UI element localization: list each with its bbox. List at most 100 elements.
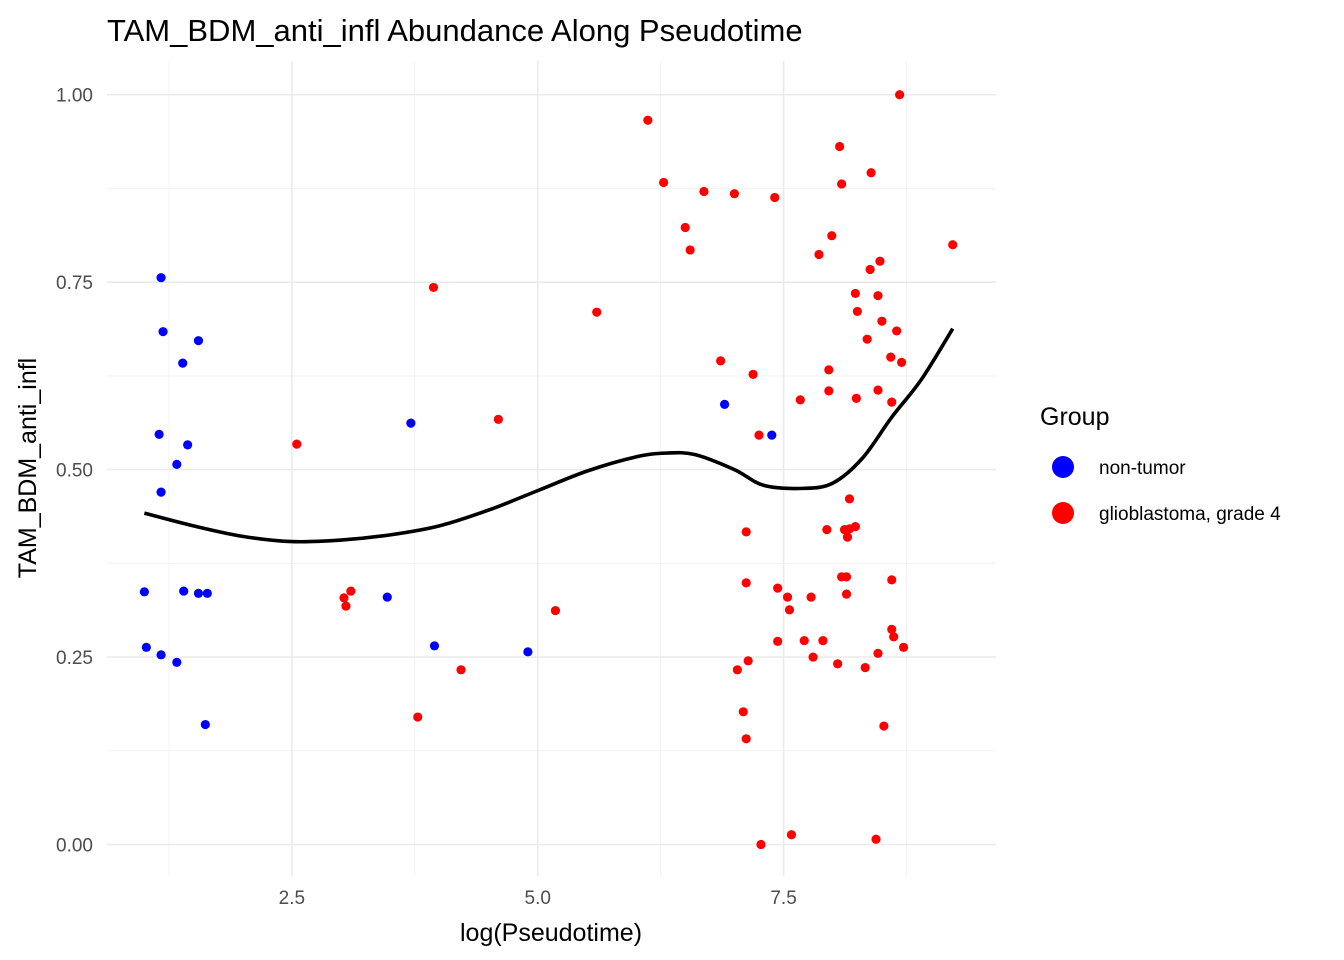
point-glioblastoma-grade-4: [860, 662, 870, 673]
point-glioblastoma-grade-4: [770, 192, 780, 203]
legend-key-glioblastoma-grade-4: [1052, 502, 1074, 524]
point-glioblastoma-grade-4: [833, 659, 843, 669]
point-glioblastoma-grade-4: [743, 656, 753, 666]
point-glioblastoma-grade-4: [732, 665, 742, 675]
point-glioblastoma-grade-4: [729, 189, 740, 199]
point-glioblastoma-grade-4: [887, 575, 897, 585]
point-glioblastoma-grade-4: [754, 430, 764, 440]
point-glioblastoma-grade-4: [493, 414, 503, 424]
point-glioblastoma-grade-4: [948, 240, 958, 250]
y-tick-label: 0.75: [56, 273, 93, 294]
point-glioblastoma-grade-4: [741, 527, 751, 537]
legend-label-non-tumor: non-tumor: [1099, 458, 1186, 479]
point-glioblastoma-grade-4: [741, 734, 751, 744]
point-glioblastoma-grade-4: [873, 291, 883, 301]
point-glioblastoma-grade-4: [827, 231, 837, 241]
point-non-tumor: [183, 440, 193, 450]
smooth-trend-line: [143, 327, 955, 544]
point-non-tumor: [172, 657, 182, 667]
y-tick-label: 0.25: [56, 648, 93, 669]
y-tick-label: 0.00: [56, 836, 93, 857]
point-glioblastoma-grade-4: [841, 572, 852, 582]
point-non-tumor: [193, 336, 204, 346]
x-tick-label: 2.5: [279, 888, 305, 909]
point-non-tumor: [154, 429, 164, 439]
point-glioblastoma-grade-4: [875, 256, 885, 266]
point-glioblastoma-grade-4: [339, 593, 349, 603]
point-glioblastoma-grade-4: [806, 592, 816, 602]
point-glioblastoma-grade-4: [346, 586, 356, 596]
point-glioblastoma-grade-4: [756, 839, 766, 850]
point-glioblastoma-grade-4: [782, 592, 793, 602]
point-non-tumor: [202, 588, 212, 598]
point-glioblastoma-grade-4: [748, 369, 758, 380]
point-glioblastoma-grade-4: [773, 583, 783, 593]
point-glioblastoma-grade-4: [873, 648, 883, 658]
point-non-tumor: [139, 587, 149, 597]
point-glioblastoma-grade-4: [835, 141, 845, 152]
point-glioblastoma-grade-4: [428, 282, 439, 293]
point-glioblastoma-grade-4: [866, 168, 876, 178]
point-glioblastoma-grade-4: [818, 635, 828, 646]
point-glioblastoma-grade-4: [824, 386, 834, 396]
point-glioblastoma-grade-4: [871, 834, 881, 844]
point-glioblastoma-grade-4: [685, 245, 695, 255]
point-non-tumor: [767, 430, 777, 440]
point-glioblastoma-grade-4: [413, 712, 423, 722]
point-glioblastoma-grade-4: [873, 385, 883, 395]
point-non-tumor: [406, 418, 416, 428]
point-glioblastoma-grade-4: [643, 115, 653, 125]
point-glioblastoma-grade-4: [550, 605, 561, 616]
point-glioblastoma-grade-4: [886, 352, 896, 362]
point-non-tumor: [178, 358, 188, 368]
point-glioblastoma-grade-4: [786, 830, 797, 840]
point-glioblastoma-grade-4: [680, 222, 690, 233]
point-glioblastoma-grade-4: [822, 525, 832, 535]
point-glioblastoma-grade-4: [851, 393, 861, 403]
point-glioblastoma-grade-4: [837, 179, 847, 189]
y-tick-label: 1.00: [56, 86, 93, 107]
point-non-tumor: [523, 647, 533, 657]
x-tick-label: 5.0: [525, 888, 551, 909]
legend-title: Group: [1040, 403, 1109, 431]
legend-key-non-tumor: [1052, 456, 1074, 478]
point-glioblastoma-grade-4: [784, 605, 795, 615]
point-glioblastoma-grade-4: [898, 642, 909, 652]
point-glioblastoma-grade-4: [844, 494, 855, 504]
point-glioblastoma-grade-4: [341, 601, 351, 611]
legend-label-glioblastoma-grade-4: glioblastoma, grade 4: [1099, 504, 1281, 525]
point-glioblastoma-grade-4: [887, 624, 897, 634]
point-glioblastoma-grade-4: [699, 186, 709, 197]
point-glioblastoma-grade-4: [799, 635, 809, 646]
point-non-tumor: [158, 327, 168, 337]
point-non-tumor: [156, 487, 166, 497]
y-tick-label: 0.50: [56, 461, 93, 482]
point-non-tumor: [200, 719, 210, 730]
grid: [107, 61, 996, 876]
point-non-tumor: [156, 650, 166, 660]
point-glioblastoma-grade-4: [841, 589, 852, 599]
point-glioblastoma-grade-4: [741, 578, 751, 588]
point-glioblastoma-grade-4: [895, 90, 905, 100]
point-non-tumor: [429, 641, 440, 651]
x-tick-label: 7.5: [770, 888, 796, 909]
point-glioblastoma-grade-4: [896, 357, 907, 368]
point-glioblastoma-grade-4: [850, 522, 860, 532]
y-axis-title: TAM_BDM_anti_infl: [14, 358, 42, 578]
point-glioblastoma-grade-4: [738, 707, 748, 717]
point-glioblastoma-grade-4: [592, 307, 602, 317]
point-glioblastoma-grade-4: [456, 665, 466, 675]
point-glioblastoma-grade-4: [850, 288, 860, 299]
legend: Group non-tumor glioblastoma, grade 4: [1040, 403, 1281, 525]
point-glioblastoma-grade-4: [659, 177, 669, 188]
point-glioblastoma-grade-4: [887, 397, 897, 407]
point-glioblastoma-grade-4: [842, 532, 853, 542]
point-glioblastoma-grade-4: [773, 636, 783, 646]
x-axis-title: log(Pseudotime): [460, 919, 642, 947]
point-non-tumor: [179, 586, 189, 596]
point-glioblastoma-grade-4: [808, 652, 818, 662]
point-glioblastoma-grade-4: [795, 395, 805, 405]
x-axis-ticks: 2.5 5.0 7.5: [279, 888, 797, 909]
point-non-tumor: [382, 592, 392, 602]
